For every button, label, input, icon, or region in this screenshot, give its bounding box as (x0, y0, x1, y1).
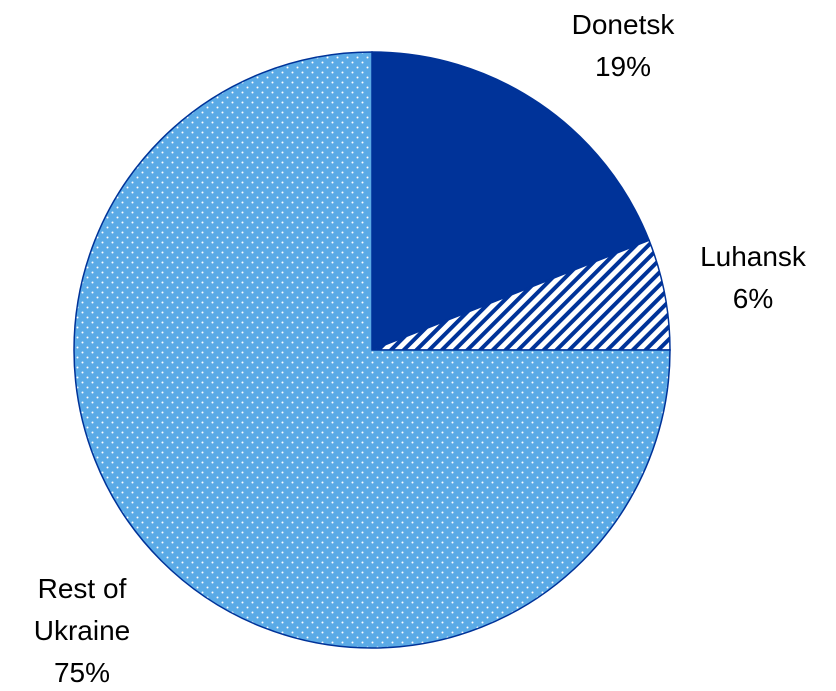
pie-slice (371, 51, 651, 352)
value-label: 19% (594, 51, 652, 82)
category-label: Luhansk (700, 241, 806, 272)
slice-label: Donetsk 19% (543, 4, 703, 88)
category-label: Rest of Ukraine (33, 573, 131, 646)
value-label: 6% (732, 283, 774, 314)
slice-label: Rest of Ukraine 75% (12, 568, 152, 691)
slice-label: Luhansk 6% (678, 236, 828, 320)
pie-slice (73, 51, 671, 649)
category-label: Donetsk (571, 9, 675, 40)
value-label: 75% (53, 657, 111, 688)
